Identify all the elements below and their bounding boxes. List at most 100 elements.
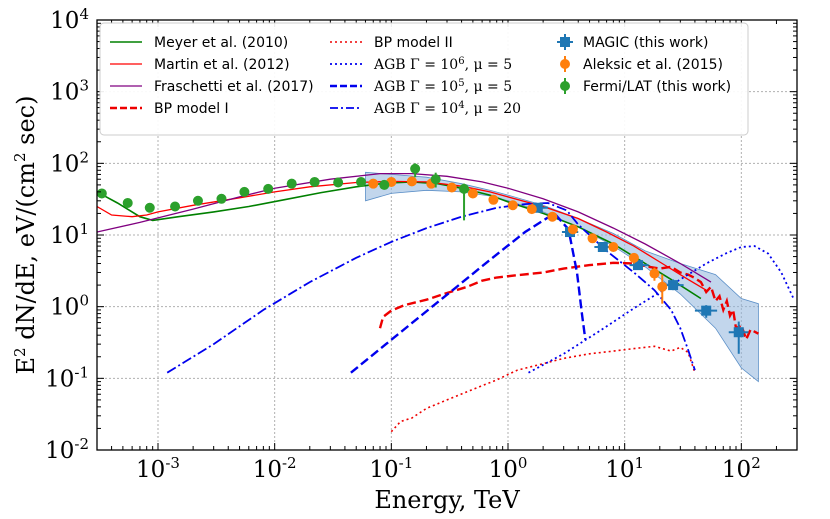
legend-label: AGB Γ = 106, μ = 5 <box>373 56 512 74</box>
series-line <box>528 245 795 374</box>
y-axis-label: E2 dN/dE, eV/(cm2 sec) <box>11 96 40 375</box>
tick-exponent: 0 <box>79 292 89 310</box>
tick-base: 10 <box>369 457 398 483</box>
data-point <box>657 281 668 292</box>
legend-marker-square <box>560 37 570 47</box>
data-point <box>216 193 227 204</box>
data-point <box>286 178 297 189</box>
x-tick-label: 100 <box>489 454 528 483</box>
y-label-part: sec) <box>12 96 40 153</box>
legend-label-exponent: 5 <box>458 78 464 89</box>
legend-label-prefix: AGB Γ = 10 <box>373 57 458 73</box>
tick-exponent: -1 <box>74 363 89 381</box>
legend-label: BP model II <box>374 35 453 51</box>
data-points-layer <box>96 163 749 354</box>
tick-base: 10 <box>253 457 282 483</box>
legend: Meyer et al. (2010) Martin et al. (2012) F… <box>99 22 749 136</box>
legend-label: AGB Γ = 105, μ = 5 <box>373 78 512 96</box>
y-tick-label: 102 <box>50 148 89 177</box>
y-tick-label: 10-2 <box>45 435 89 464</box>
data-point <box>668 280 679 291</box>
series-line <box>390 345 696 433</box>
data-point <box>144 202 155 213</box>
data-point <box>406 176 417 187</box>
data-point <box>649 268 660 279</box>
y-tick-label: 100 <box>50 292 89 321</box>
data-point <box>96 188 107 199</box>
data-point <box>430 174 441 185</box>
tick-base: 10 <box>45 366 74 392</box>
legend-marker-circle <box>560 59 570 69</box>
uncertainty-band-layer <box>365 171 759 383</box>
y-tick-label: 101 <box>50 220 89 249</box>
tick-exponent: -3 <box>165 454 180 472</box>
legend-label: Fermi/LAT (this work) <box>583 79 731 95</box>
data-point <box>628 252 639 263</box>
data-point <box>333 177 344 188</box>
y-label-part: dN/dE, eV/(cm <box>12 162 40 348</box>
legend-label: Aleksic et al. (2015) <box>583 57 723 73</box>
x-tick-label: 10-2 <box>253 454 297 483</box>
tick-exponent: 1 <box>635 454 645 472</box>
series-line <box>97 180 707 291</box>
x-tick-label: 101 <box>605 454 644 483</box>
legend-label-exponent: 6 <box>458 56 464 67</box>
tick-exponent: 0 <box>518 454 528 472</box>
data-point <box>446 182 457 193</box>
tick-exponent: 4 <box>79 5 89 23</box>
legend-label-prefix: AGB Γ = 10 <box>373 79 458 95</box>
data-point <box>488 194 499 205</box>
data-point <box>532 202 543 213</box>
legend-label: Martin et al. (2012) <box>154 57 290 73</box>
data-point <box>122 197 133 208</box>
x-tick-label: 10-1 <box>369 454 413 483</box>
legend-label-suffix: , μ = 20 <box>465 101 521 117</box>
legend-label: BP model I <box>154 101 229 117</box>
legend-label: AGB Γ = 104, μ = 20 <box>373 100 521 118</box>
legend-label-suffix: , μ = 5 <box>465 57 513 73</box>
data-point <box>170 201 181 212</box>
y-tick-label: 104 <box>50 5 89 34</box>
tick-base: 10 <box>136 457 165 483</box>
legend-marker-circle <box>560 81 570 91</box>
legend-label: Meyer et al. (2010) <box>154 35 288 51</box>
y-label-sup: 2 <box>11 152 29 162</box>
y-tick-label: 103 <box>50 77 89 106</box>
data-point <box>597 242 608 253</box>
data-point <box>368 178 379 189</box>
data-point <box>608 242 619 253</box>
series-line <box>166 202 696 374</box>
tick-base: 10 <box>50 295 79 321</box>
axis-ticks <box>96 19 798 451</box>
tick-exponent: 2 <box>79 148 89 166</box>
data-point <box>263 183 274 194</box>
legend-label: Fraschetti et al. (2017) <box>154 79 314 95</box>
legend-label-exponent: 4 <box>458 100 464 111</box>
tick-base: 10 <box>722 457 751 483</box>
data-point <box>507 200 518 211</box>
data-point <box>733 327 744 338</box>
data-point <box>701 305 712 316</box>
data-point <box>526 204 537 215</box>
data-point <box>410 163 421 174</box>
legend-label: MAGIC (this work) <box>583 35 708 51</box>
data-point <box>567 224 578 235</box>
tick-base: 10 <box>489 457 518 483</box>
tick-exponent: 1 <box>79 220 89 238</box>
tick-exponent: -2 <box>74 435 89 453</box>
series-line <box>350 211 587 374</box>
legend-label-prefix: AGB Γ = 10 <box>373 101 458 117</box>
data-point <box>587 233 598 244</box>
tick-exponent: -1 <box>399 454 414 472</box>
data-point <box>547 211 558 222</box>
tick-labels: 10-3 10-2 10-1 100 101 10210-210-110010110210… <box>45 5 761 483</box>
y-label-sup: 2 <box>11 347 29 357</box>
series-line <box>378 261 759 343</box>
data-point <box>239 186 250 197</box>
y-label-part: E <box>12 357 40 375</box>
tick-base: 10 <box>50 80 79 106</box>
tick-base: 10 <box>45 438 74 464</box>
legend-box <box>99 22 749 136</box>
x-tick-label: 10-3 <box>136 454 180 483</box>
